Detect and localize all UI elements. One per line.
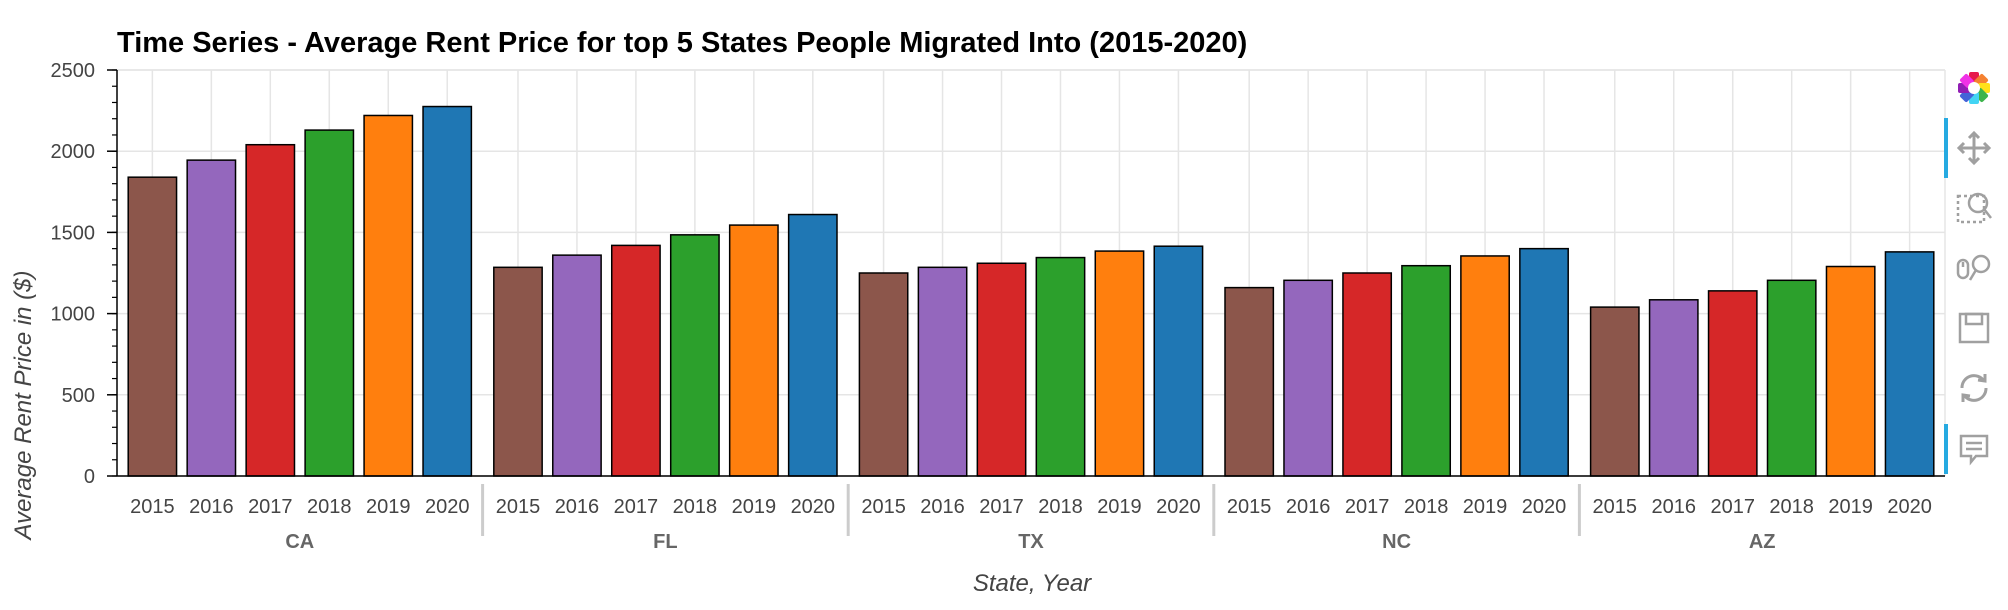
x-tick-label: 2016 bbox=[189, 496, 234, 518]
bar-nc-2018 bbox=[1401, 264, 1452, 477]
group-label: CA bbox=[285, 531, 314, 553]
bar-az-2016 bbox=[1648, 299, 1699, 477]
x-tick-label: 2019 bbox=[1097, 496, 1142, 518]
bar-az-2019 bbox=[1825, 265, 1876, 477]
bokeh-logo-icon[interactable] bbox=[1952, 66, 1996, 110]
bar-tx-2015 bbox=[858, 272, 909, 477]
hover-icon[interactable] bbox=[1952, 426, 1996, 470]
bar-fl-2015 bbox=[493, 266, 543, 477]
bar-fl-2018 bbox=[669, 234, 720, 477]
bar-fl-2016 bbox=[552, 254, 602, 477]
x-tick-label: 2020 bbox=[791, 496, 836, 518]
x-tick-label: 2017 bbox=[1345, 496, 1390, 518]
x-tick-label: 2017 bbox=[1710, 496, 1755, 518]
x-tick-label: 2020 bbox=[1887, 496, 1932, 518]
y-tick-label: 2000 bbox=[51, 141, 96, 163]
bar-nc-2019 bbox=[1460, 255, 1510, 477]
toolbar bbox=[1944, 58, 2004, 478]
bars bbox=[127, 105, 1935, 477]
y-tick-label: 1500 bbox=[51, 222, 96, 244]
bar-ca-2016 bbox=[186, 159, 237, 477]
x-tick-label: 2020 bbox=[1522, 496, 1567, 518]
bar-nc-2015 bbox=[1224, 286, 1275, 477]
group-label: TX bbox=[1018, 531, 1044, 553]
bar-ca-2019 bbox=[363, 114, 414, 477]
bar-ca-2015 bbox=[127, 176, 178, 477]
x-tick-label: 2015 bbox=[496, 496, 541, 518]
x-tick-label: 2018 bbox=[1404, 496, 1449, 518]
bar-fl-2020 bbox=[787, 213, 838, 477]
bar-tx-2018 bbox=[1035, 256, 1086, 477]
bar-fl-2017 bbox=[610, 244, 661, 477]
x-tick-label: 2018 bbox=[673, 496, 718, 518]
bar-az-2020 bbox=[1884, 251, 1935, 477]
bar-nc-2017 bbox=[1342, 272, 1393, 477]
x-tick-label: 2016 bbox=[1651, 496, 1696, 518]
bar-nc-2020 bbox=[1519, 247, 1569, 477]
reset-icon[interactable] bbox=[1952, 366, 1996, 410]
x-tick-label: 2015 bbox=[1593, 496, 1638, 518]
y-tick-label: 500 bbox=[62, 385, 95, 407]
save-icon[interactable] bbox=[1952, 306, 1996, 350]
x-axis-label: State, Year bbox=[973, 570, 1092, 597]
y-tick-label: 1000 bbox=[51, 304, 96, 326]
x-tick-label: 2020 bbox=[425, 496, 470, 518]
bar-nc-2016 bbox=[1283, 279, 1334, 477]
bar-az-2018 bbox=[1766, 279, 1817, 477]
x-tick-label: 2020 bbox=[1156, 496, 1201, 518]
x-tick-label: 2015 bbox=[130, 496, 175, 518]
box-zoom-icon[interactable] bbox=[1952, 186, 1996, 230]
y-axis-label: Average Rent Price in ($) bbox=[10, 270, 37, 541]
group-label: FL bbox=[653, 531, 677, 553]
x-tick-label: 2018 bbox=[1038, 496, 1083, 518]
hover-active-indicator bbox=[1944, 424, 1948, 474]
x-tick-label: 2019 bbox=[1463, 496, 1508, 518]
bar-az-2017 bbox=[1707, 290, 1758, 477]
bar-ca-2017 bbox=[245, 143, 296, 477]
x-tick-label: 2017 bbox=[979, 496, 1024, 518]
group-label: AZ bbox=[1749, 531, 1776, 553]
chart-title: Time Series - Average Rent Price for top… bbox=[117, 27, 1247, 59]
bar-ca-2018 bbox=[304, 129, 355, 477]
x-tick-label: 2019 bbox=[732, 496, 777, 518]
pan-icon[interactable] bbox=[1952, 126, 1996, 170]
x-tick-label: 2016 bbox=[555, 496, 600, 518]
bar-az-2015 bbox=[1589, 306, 1640, 477]
group-label: NC bbox=[1382, 531, 1411, 553]
x-tick-label: 2015 bbox=[1227, 496, 1272, 518]
axes bbox=[107, 69, 1945, 536]
bar-fl-2019 bbox=[728, 224, 779, 477]
bar-tx-2017 bbox=[976, 262, 1027, 477]
wheel-zoom-icon[interactable] bbox=[1952, 246, 1996, 290]
bar-tx-2020 bbox=[1153, 245, 1204, 477]
x-tick-label: 2017 bbox=[248, 496, 293, 518]
x-tick-label: 2016 bbox=[1286, 496, 1331, 518]
x-tick-label: 2015 bbox=[861, 496, 906, 518]
y-tick-label: 2500 bbox=[51, 60, 96, 82]
y-tick-label: 0 bbox=[84, 466, 95, 488]
bar-ca-2020 bbox=[422, 105, 473, 477]
x-tick-label: 2017 bbox=[614, 496, 659, 518]
x-tick-label: 2018 bbox=[1769, 496, 1814, 518]
x-tick-label: 2019 bbox=[366, 496, 411, 518]
x-tick-label: 2019 bbox=[1828, 496, 1873, 518]
x-tick-label: 2016 bbox=[920, 496, 965, 518]
tick-labels: 0 500 1000 1500 2000 2500 2015 2016 2017 2018 2019… bbox=[51, 60, 1932, 553]
pan-active-indicator bbox=[1944, 118, 1948, 178]
x-tick-label: 2018 bbox=[307, 496, 352, 518]
bar-tx-2019 bbox=[1094, 250, 1145, 477]
bar-tx-2016 bbox=[917, 266, 968, 477]
